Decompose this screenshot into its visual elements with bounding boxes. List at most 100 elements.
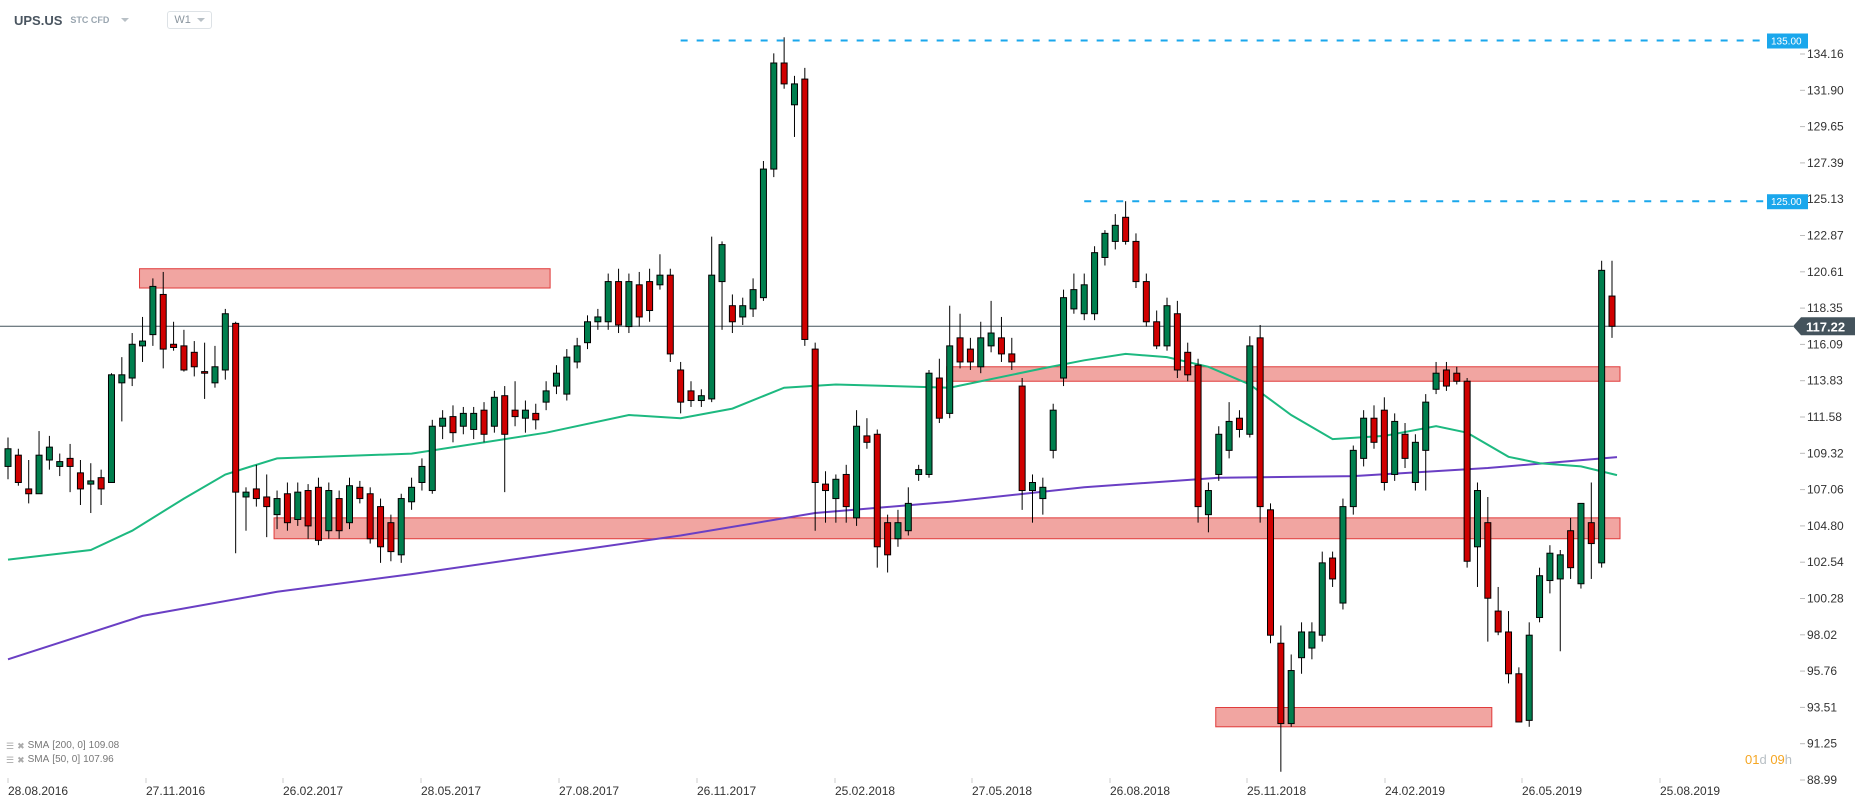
- candle-body-up: [1225, 420, 1233, 451]
- candle: [128, 333, 136, 387]
- candle-body-up: [915, 469, 923, 475]
- candle-body-up: [1360, 417, 1368, 459]
- y-tick-label: 129.65: [1807, 120, 1844, 134]
- candle-body-up: [1080, 284, 1088, 315]
- candle-body-down: [677, 369, 685, 403]
- candle-body-down: [76, 472, 84, 490]
- candle-body-up: [1246, 345, 1254, 435]
- y-tick-label: 104.80: [1807, 519, 1844, 533]
- level-price-badge: [1767, 33, 1808, 49]
- candle-body-down: [1608, 295, 1616, 327]
- candle-body-up: [1598, 269, 1606, 564]
- x-tick-label: 27.05.2018: [972, 784, 1032, 798]
- candle: [1505, 611, 1513, 684]
- settings-icon[interactable]: ☰: [6, 741, 15, 751]
- candle: [894, 509, 902, 547]
- candle-body-up: [1308, 631, 1316, 649]
- candle: [1318, 551, 1326, 642]
- candle-body-up: [594, 316, 602, 323]
- candle: [107, 373, 115, 483]
- x-tick-label: 25.08.2019: [1660, 784, 1720, 798]
- candle-body-down: [728, 305, 736, 323]
- candle: [408, 477, 416, 510]
- candle: [666, 268, 674, 362]
- candle: [273, 490, 281, 530]
- candle-body-down: [283, 493, 291, 524]
- candle: [14, 448, 22, 486]
- candle-body-down: [180, 345, 188, 371]
- candle: [1546, 545, 1554, 594]
- candle: [728, 294, 736, 334]
- y-tick-label: 122.87: [1807, 229, 1844, 243]
- candle: [1142, 273, 1150, 327]
- y-tick-label: 100.28: [1807, 592, 1844, 606]
- candle-body-up: [211, 366, 219, 384]
- candle: [211, 345, 219, 388]
- candle-body-up: [604, 281, 612, 323]
- candle: [822, 471, 830, 523]
- candle-body-down: [1463, 380, 1471, 562]
- candle-body-up: [1432, 372, 1440, 390]
- candle-body-up: [1204, 490, 1212, 516]
- candle: [345, 477, 353, 530]
- candle-body-up: [946, 345, 954, 414]
- candle-body-down: [1380, 409, 1388, 483]
- candle: [656, 254, 664, 290]
- y-tick-label: 116.09: [1807, 337, 1843, 351]
- candle: [25, 459, 33, 504]
- candle: [252, 464, 260, 507]
- candle-body-up: [894, 522, 902, 540]
- close-icon[interactable]: ✖: [17, 741, 25, 751]
- candle: [1349, 445, 1357, 515]
- settings-icon[interactable]: ☰: [6, 755, 15, 765]
- candle: [1567, 517, 1575, 579]
- candle: [1401, 423, 1409, 469]
- candle: [739, 297, 747, 325]
- candle-body-up: [149, 285, 157, 336]
- candle-body-up: [345, 485, 353, 524]
- candle: [480, 402, 488, 443]
- candle-body-up: [4, 448, 12, 467]
- candle: [232, 321, 240, 554]
- close-icon[interactable]: ✖: [17, 755, 25, 765]
- x-tick-label: 26.08.2018: [1110, 784, 1170, 798]
- candle-body-down: [190, 351, 198, 368]
- candle: [1536, 567, 1544, 623]
- x-tick-label: 25.11.2018: [1247, 784, 1306, 798]
- candle: [1267, 503, 1275, 644]
- y-tick-label: 98.02: [1807, 628, 1837, 642]
- chevron-down-icon[interactable]: [121, 18, 130, 22]
- candle: [97, 469, 105, 505]
- candle: [997, 316, 1005, 362]
- candle: [459, 406, 467, 435]
- candle: [863, 418, 871, 449]
- candle: [790, 75, 798, 137]
- candle-body-up: [490, 396, 498, 427]
- candle-body-up: [87, 480, 95, 485]
- level-price-label: 125.00: [1771, 197, 1802, 208]
- candle: [1018, 378, 1026, 510]
- candle: [76, 459, 84, 505]
- candle: [1287, 654, 1295, 727]
- candle: [356, 480, 364, 504]
- candle: [749, 278, 757, 317]
- candle: [677, 361, 685, 414]
- candle: [418, 458, 426, 491]
- candle-body-down: [1494, 610, 1502, 633]
- candle: [149, 278, 157, 346]
- candle: [532, 403, 540, 430]
- timeframe-select[interactable]: W1: [167, 11, 212, 29]
- candle: [1132, 233, 1140, 289]
- candle: [1028, 474, 1036, 523]
- symbol-name: UPS.US: [14, 12, 63, 28]
- sma50-line: [7, 352, 1618, 561]
- candle-body-down: [1122, 216, 1130, 242]
- candle: [1608, 260, 1616, 338]
- y-tick-label: 102.54: [1807, 555, 1844, 569]
- candle-body-down: [1267, 509, 1275, 636]
- countdown-hours: 09: [1770, 752, 1785, 767]
- candle: [1556, 550, 1564, 652]
- candle: [770, 53, 778, 178]
- candle-body-down: [666, 274, 674, 355]
